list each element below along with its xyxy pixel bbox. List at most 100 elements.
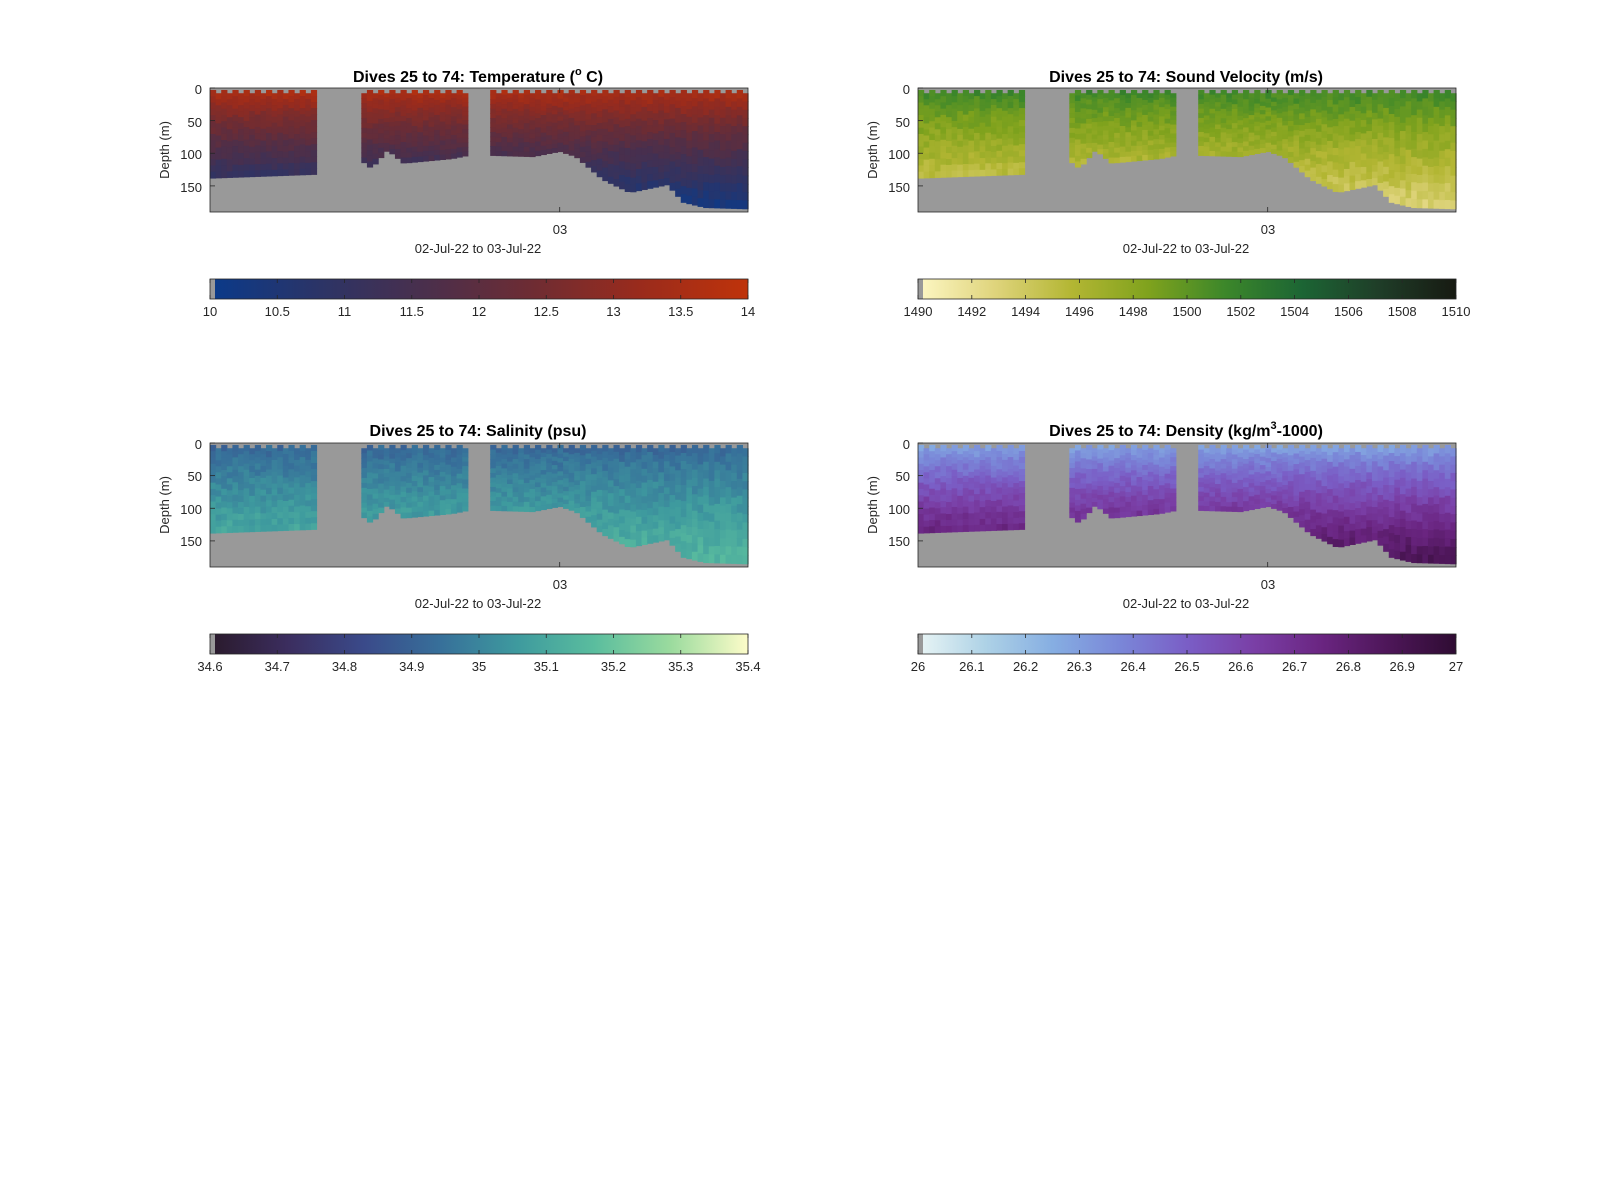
sound-velocity-heatmap-cell xyxy=(1293,130,1300,137)
temperature-heatmap-cell xyxy=(742,101,749,111)
density-heatmap-cell xyxy=(1102,457,1110,463)
salinity-heatmap-cell xyxy=(394,480,402,486)
salinity-heatmap-cell xyxy=(697,488,704,498)
density-heatmap-cell xyxy=(1271,504,1278,509)
temperature-heatmap-cell xyxy=(422,100,430,106)
salinity-heatmap-cell xyxy=(675,455,682,464)
density-heatmap-cell xyxy=(1164,497,1171,504)
density-heatmap-cell xyxy=(1299,450,1306,458)
density-heatmap-cell xyxy=(1114,458,1121,464)
salinity-heatmap-cell xyxy=(714,495,721,505)
density-heatmap-cell xyxy=(1102,452,1110,459)
salinity-heatmap-cell xyxy=(400,450,407,456)
salinity-heatmap-cell xyxy=(389,463,396,469)
temperature-heatmap-cell xyxy=(669,125,676,134)
density-heatmap-cell xyxy=(1097,463,1104,469)
temperature-heatmap-cell xyxy=(249,99,256,106)
sound-velocity-heatmap-cell xyxy=(1119,95,1126,101)
salinity-heatmap-cell xyxy=(557,502,564,508)
density-heatmap-cell xyxy=(1271,469,1278,475)
salinity-heatmap-cell xyxy=(400,455,407,462)
temperature-heatmap-cell xyxy=(400,89,407,96)
salinity-heatmap-cell xyxy=(731,505,738,515)
sound-velocity-heatmap-cell xyxy=(1377,168,1384,177)
density-heatmap-cell xyxy=(968,501,975,509)
temperature-heatmap-cell xyxy=(383,138,390,144)
density-heatmap-cell xyxy=(1074,505,1082,512)
salinity-heatmap-cell xyxy=(579,460,587,467)
density-heatmap-cell xyxy=(1287,512,1295,518)
salinity-heatmap-cell xyxy=(518,457,525,463)
salinity-heatmap-cell xyxy=(613,479,620,487)
salinity-heatmap-cell xyxy=(630,497,637,506)
density-heatmap-cell xyxy=(1439,505,1446,515)
sound-velocity-heatmap-cell xyxy=(1203,115,1211,121)
density-heatmap-cell xyxy=(1243,468,1250,474)
density-heatmap-cell xyxy=(1254,444,1261,451)
salinity-heatmap-cell xyxy=(568,449,575,455)
sound-velocity-heatmap-cell xyxy=(1158,97,1166,104)
sound-velocity-heatmap-cell xyxy=(1243,127,1250,133)
salinity-heatmap-cell xyxy=(383,502,390,507)
salinity-heatmap-cell xyxy=(238,514,245,521)
salinity-heatmap-cell xyxy=(249,489,256,497)
density-heatmap-cell xyxy=(1259,469,1267,475)
salinity-heatmap-cell xyxy=(310,523,318,530)
temperature-heatmap-cell xyxy=(568,131,575,138)
temperature-heatmap-cell xyxy=(428,107,435,114)
density-heatmap-cell xyxy=(1338,518,1345,527)
density-heatmap-cell xyxy=(1321,513,1328,521)
density-heatmap-cell xyxy=(1343,466,1351,475)
density-heatmap-cell xyxy=(918,482,925,490)
salinity-heatmap-cell xyxy=(635,523,643,532)
salinity-heatmap-cell xyxy=(249,519,256,527)
salinity-heatmap-cell xyxy=(703,453,710,463)
sound-velocity-heatmap-cell xyxy=(1276,141,1283,147)
temperature-xlabel: 02-Jul-22 to 03-Jul-22 xyxy=(415,241,541,256)
sound-velocity-heatmap-cell xyxy=(1394,164,1401,173)
density-heatmap-cell xyxy=(1226,461,1233,467)
temperature-heatmap-cell xyxy=(680,146,687,155)
density-heatmap-cell xyxy=(929,520,936,527)
density-heatmap-cell xyxy=(1254,449,1261,455)
salinity-heatmap-cell xyxy=(456,449,463,456)
salinity-heatmap-cell xyxy=(282,465,290,473)
sound-velocity-heatmap-cell xyxy=(1259,93,1267,99)
temperature-heatmap-cell xyxy=(294,128,301,135)
density-heatmap-cell xyxy=(1080,458,1087,464)
density-heatmap-cell xyxy=(1130,505,1138,512)
salinity-heatmap-cell xyxy=(607,525,615,533)
sound-velocity-heatmap-cell xyxy=(1170,137,1177,144)
sound-velocity-heatmap-cell xyxy=(1427,183,1435,193)
temperature-heatmap-cell xyxy=(277,108,284,115)
salinity-heatmap-cell xyxy=(602,529,609,537)
temperature-heatmap-cell xyxy=(439,131,446,137)
salinity-heatmap-cell xyxy=(490,500,497,507)
sound-velocity-heatmap-cell xyxy=(1433,98,1440,108)
salinity-heatmap-cell xyxy=(619,495,626,504)
sound-velocity-heatmap-cell xyxy=(1170,115,1177,121)
salinity-heatmap-cell xyxy=(596,448,603,455)
density-heatmap-cell xyxy=(1153,474,1160,480)
sound-velocity-heatmap-cell xyxy=(996,150,1003,158)
density-heatmap-cell xyxy=(1108,496,1115,503)
sound-velocity-heatmap-cell xyxy=(1002,169,1009,176)
density-heatmap-cell xyxy=(1444,453,1451,463)
temperature-heatmap-cell xyxy=(254,89,262,97)
density-heatmap-cell xyxy=(1338,532,1345,541)
temperature-heatmap-cell xyxy=(310,120,318,127)
density-heatmap-cell xyxy=(1293,511,1300,518)
salinity-heatmap-cell xyxy=(529,502,536,508)
salinity-heatmap-cell xyxy=(450,466,458,473)
density-heatmap-cell xyxy=(1276,463,1283,469)
temperature-heatmap-cell xyxy=(434,134,441,141)
density-heatmap-cell xyxy=(1097,458,1104,464)
salinity-heatmap-cell xyxy=(703,461,710,471)
salinity-heatmap-cell xyxy=(221,482,228,490)
density-heatmap-cell xyxy=(1018,511,1026,518)
salinity-heatmap-cell xyxy=(663,526,671,534)
density-heatmap-cell xyxy=(1271,461,1278,466)
temperature-heatmap-cell xyxy=(310,156,318,163)
temperature-heatmap-cell xyxy=(647,118,654,126)
temperature-heatmap-cell xyxy=(602,96,609,104)
